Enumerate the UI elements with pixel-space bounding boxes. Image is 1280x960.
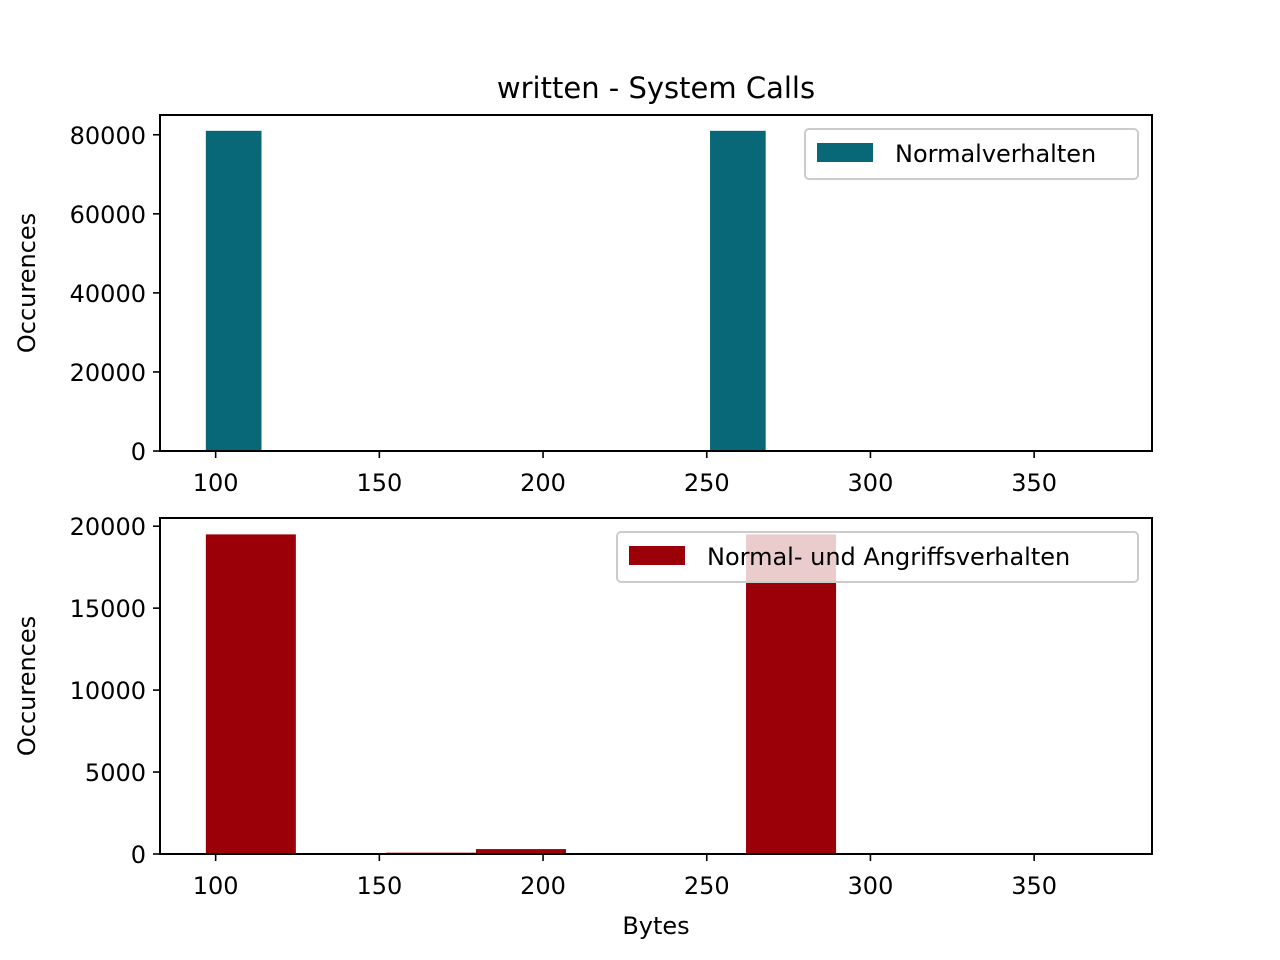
y-tick-label: 0: [131, 841, 146, 869]
histogram-bar: [205, 130, 262, 451]
x-tick-label: 250: [684, 872, 730, 900]
y-axis-label: Occurences: [13, 616, 41, 756]
x-tick-label: 200: [520, 469, 566, 497]
x-tick-label: 250: [684, 469, 730, 497]
legend: Normalverhalten: [804, 128, 1139, 180]
y-axis-label: Occurences: [13, 213, 41, 353]
y-tick-label: 40000: [70, 280, 146, 308]
x-tick-label: 150: [356, 872, 402, 900]
legend-box: [804, 128, 1139, 180]
y-tick-label: 15000: [70, 595, 146, 623]
x-axis-label: Bytes: [622, 912, 689, 940]
y-tick-label: 10000: [70, 677, 146, 705]
x-tick-label: 350: [1011, 872, 1057, 900]
x-tick-label: 100: [193, 872, 239, 900]
x-tick-label: 300: [848, 872, 894, 900]
y-tick-label: 80000: [70, 122, 146, 150]
legend-box: [616, 531, 1139, 583]
legend-swatch: [629, 546, 685, 565]
top-histogram-panel: 100 150 200 250 300 350 0 20000 40000 60000 80000 O…: [13, 114, 1153, 497]
x-tick-label: 300: [848, 469, 894, 497]
x-tick-label: 100: [193, 469, 239, 497]
x-tick-label: 150: [356, 469, 402, 497]
x-tick-label: 350: [1011, 469, 1057, 497]
legend-label: Normalverhalten: [895, 140, 1096, 168]
axes-frame: [159, 517, 1153, 855]
histogram-bar: [205, 534, 296, 854]
y-tick-label: 60000: [70, 201, 146, 229]
histogram-bar: [746, 534, 837, 854]
histogram-bar: [710, 130, 766, 451]
histogram-bar: [475, 849, 566, 854]
axes-frame: [159, 114, 1153, 452]
y-tick-label: 20000: [70, 513, 146, 541]
legend-label: Normal- und Angriffsverhalten: [707, 543, 1070, 571]
y-tick-label: 20000: [70, 359, 146, 387]
y-tick-label: 5000: [85, 759, 146, 787]
legend-swatch: [817, 143, 873, 162]
legend: Normal- und Angriffsverhalten: [616, 531, 1139, 583]
chart-title: written - System Calls: [497, 71, 815, 105]
x-tick-label: 200: [520, 872, 566, 900]
y-tick-label: 0: [131, 438, 146, 466]
bottom-histogram-panel: 100 150 200 250 300 350 0 5000 10000 15000 20000 Oc…: [13, 513, 1153, 940]
